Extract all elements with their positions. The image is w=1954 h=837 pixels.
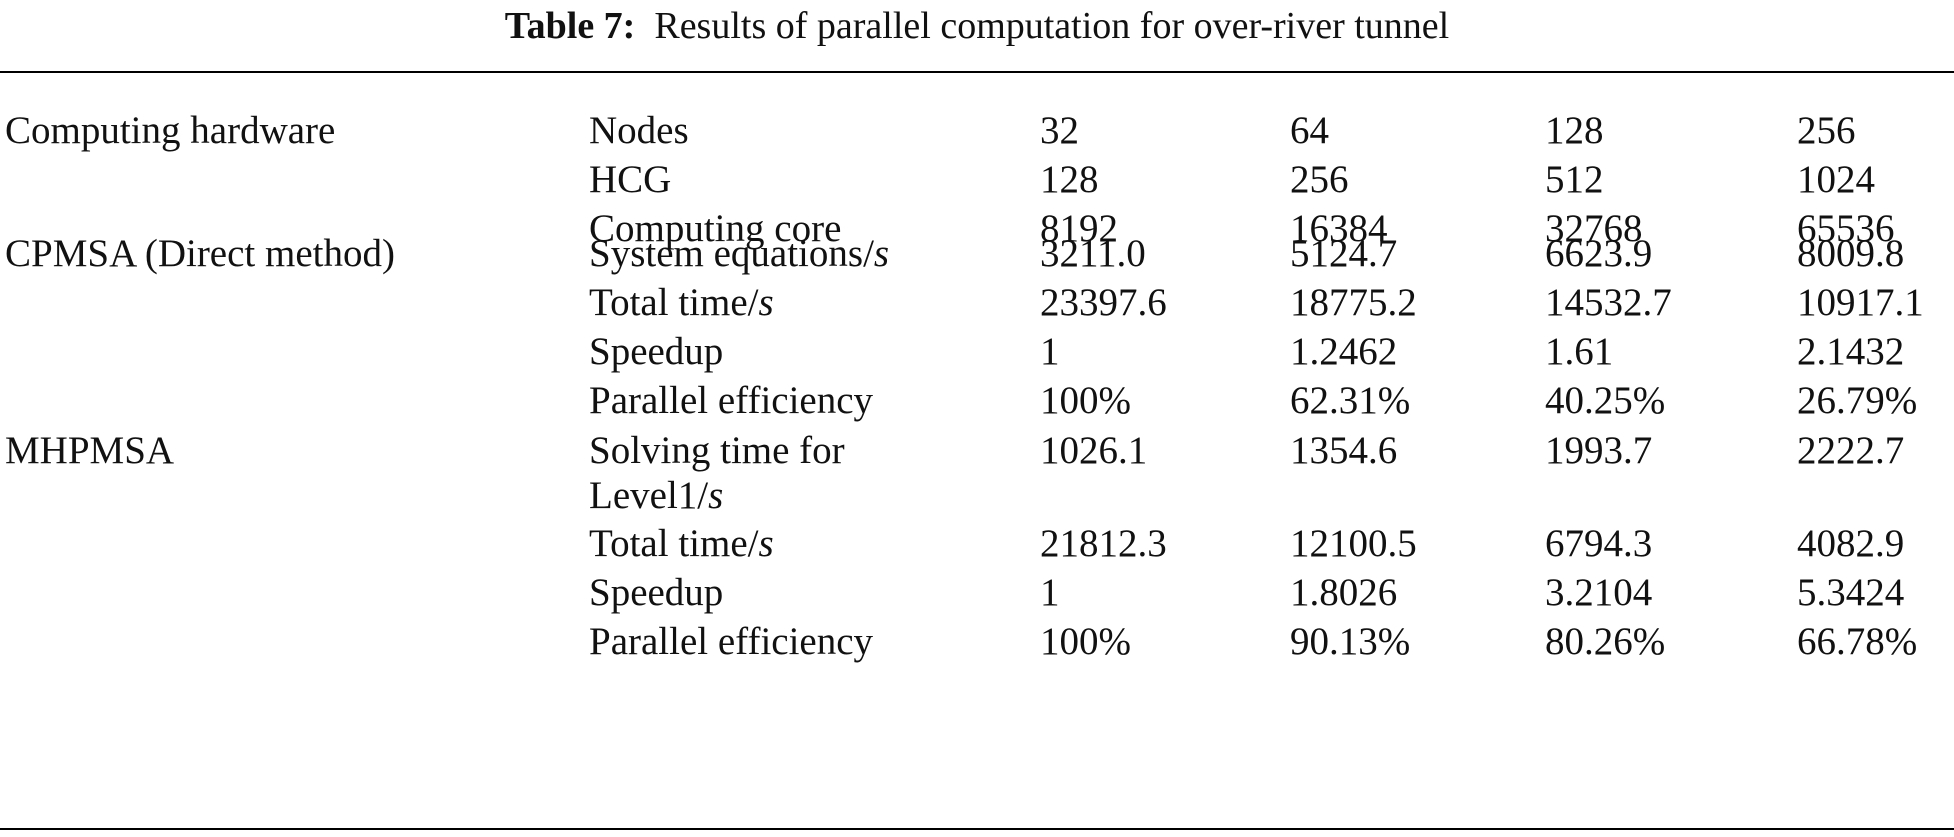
cell-value: 3211.0	[1040, 232, 1146, 275]
cell-value: 32768	[1545, 207, 1643, 250]
cell-value: 5124.7	[1290, 232, 1398, 275]
cell-value: 90.13%	[1290, 620, 1411, 663]
cell-value: 16384	[1290, 207, 1388, 250]
top-rule	[0, 71, 1954, 73]
cell-value: 1	[1040, 330, 1060, 373]
row-metric: Total time/s	[589, 281, 774, 324]
cell-value: 2222.7	[1797, 429, 1905, 472]
unit-s: s	[758, 522, 774, 565]
cell-value: 128	[1040, 158, 1099, 201]
row-metric-line2: Level1/s	[589, 474, 724, 517]
row-metric: Parallel efficiency	[589, 379, 874, 422]
cell-value: 128	[1545, 109, 1604, 152]
cell-value: 8009.8	[1797, 232, 1905, 275]
cell-value: 256	[1797, 109, 1856, 152]
row-metric: Computing core	[589, 207, 842, 250]
group-label-cpmsa: CPMSA (Direct method)	[5, 232, 395, 275]
bottom-rule	[0, 828, 1954, 830]
cell-value: 100%	[1040, 620, 1131, 663]
table-caption: Table 7: Results of parallel computation…	[0, 0, 1954, 52]
cell-value: 1.61	[1545, 330, 1614, 373]
unit-s: s	[758, 281, 774, 324]
cell-value: 1	[1040, 571, 1060, 614]
caption-label: Table 7:	[504, 5, 636, 47]
group-label-mhpmsa: MHPMSA	[5, 429, 175, 472]
cell-value: 1024	[1797, 158, 1875, 201]
unit-s: s	[873, 232, 890, 275]
cell-value: 1.8026	[1290, 571, 1398, 614]
cell-value: 23397.6	[1040, 281, 1167, 324]
cell-value: 65536	[1797, 207, 1895, 250]
cell-value: 100%	[1040, 379, 1131, 422]
row-metric: Solving time for	[589, 429, 845, 472]
cell-value: 2.1432	[1797, 330, 1905, 373]
cell-value: 32	[1040, 109, 1079, 152]
cell-value: 40.25%	[1545, 379, 1666, 422]
group-label-hardware: Computing hardware	[5, 109, 336, 152]
cell-value: 256	[1290, 158, 1349, 201]
cell-value: 1.2462	[1290, 330, 1398, 373]
row-metric: Total time/s	[589, 522, 774, 565]
cell-value: 4082.9	[1797, 522, 1905, 565]
cell-value: 14532.7	[1545, 281, 1672, 324]
cell-value: 5.3424	[1797, 571, 1905, 614]
cell-value: 6623.9	[1545, 232, 1653, 275]
cell-value: 80.26%	[1545, 620, 1666, 663]
row-metric: Parallel efficiency	[589, 620, 874, 663]
row-metric: Speedup	[589, 571, 724, 614]
cell-value: 12100.5	[1290, 522, 1417, 565]
cell-value: 21812.3	[1040, 522, 1167, 565]
cell-value: 8192	[1040, 207, 1118, 250]
row-metric: Nodes	[589, 109, 689, 152]
cell-value: 3.2104	[1545, 571, 1653, 614]
row-metric: HCG	[589, 158, 672, 201]
cell-value: 6794.3	[1545, 522, 1653, 565]
cell-value: 26.79%	[1797, 379, 1918, 422]
row-metric: System equations/s	[589, 232, 890, 275]
cell-value: 66.78%	[1797, 620, 1918, 663]
caption-text: Results of parallel computation for over…	[654, 5, 1450, 47]
row-metric: Speedup	[589, 330, 724, 373]
cell-value: 10917.1	[1797, 281, 1924, 324]
cell-value: 18775.2	[1290, 281, 1417, 324]
cell-value: 1993.7	[1545, 429, 1653, 472]
cell-value: 1026.1	[1040, 429, 1148, 472]
cell-value: 64	[1290, 109, 1329, 152]
cell-value: 512	[1545, 158, 1604, 201]
unit-s: s	[708, 474, 724, 517]
cell-value: 62.31%	[1290, 379, 1411, 422]
cell-value: 1354.6	[1290, 429, 1398, 472]
